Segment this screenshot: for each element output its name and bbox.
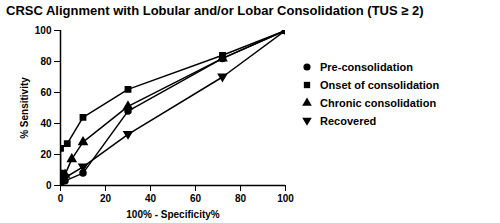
svg-text:80: 80 — [40, 56, 52, 67]
html-text:Chronic consolidation: Chronic consolidation — [320, 97, 437, 109]
svg-text:40: 40 — [40, 118, 52, 129]
html-text:Onset of consolidation: Onset of consolidation — [320, 79, 440, 91]
svg-text:100% - Specificity%: 100% - Specificity% — [126, 209, 219, 220]
svg-text:60: 60 — [190, 193, 202, 204]
html-text:Pre-consolidation: Pre-consolidation — [320, 61, 413, 73]
html-text:CRSC Alignment with Lobular an: CRSC Alignment with Lobular and/or Lobar… — [6, 3, 424, 18]
svg-text:100: 100 — [35, 25, 52, 36]
svg-text:20: 20 — [100, 193, 112, 204]
svg-text:0: 0 — [46, 180, 52, 191]
svg-text:80: 80 — [235, 193, 247, 204]
svg-text:60: 60 — [40, 87, 52, 98]
svg-text:20: 20 — [40, 149, 52, 160]
html-text:Recovered: Recovered — [320, 115, 377, 127]
svg-text:40: 40 — [145, 193, 157, 204]
svg-text:0: 0 — [58, 193, 64, 204]
svg-text:100: 100 — [277, 193, 294, 204]
svg-text:% Sensitivity: % Sensitivity — [19, 77, 30, 139]
